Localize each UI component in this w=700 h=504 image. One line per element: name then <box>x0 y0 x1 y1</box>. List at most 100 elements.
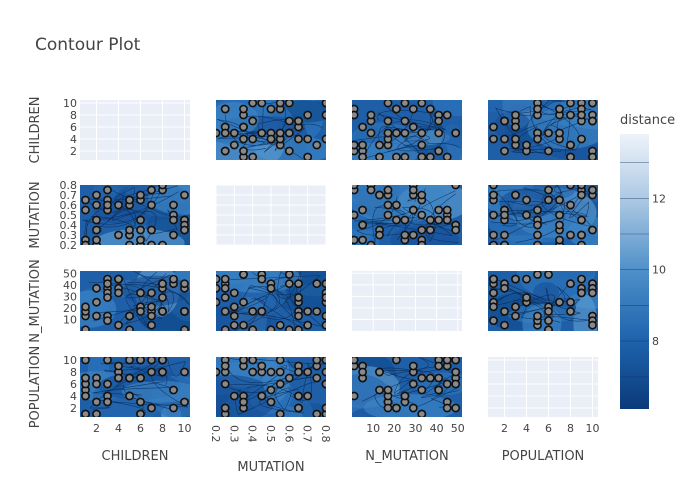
trial-point <box>248 134 258 144</box>
trial-point <box>180 397 189 407</box>
trial-point <box>352 357 359 365</box>
trial-point <box>566 279 575 289</box>
trial-point <box>136 288 145 298</box>
trial-point <box>147 240 156 245</box>
x-tick-label: 0.7 <box>301 425 314 443</box>
trial-point <box>577 110 586 120</box>
trial-point <box>375 190 384 200</box>
trial-point <box>239 104 248 114</box>
trial-point <box>248 367 258 377</box>
trial-point <box>284 128 294 138</box>
y-tick-label: 30 <box>63 290 77 303</box>
trial-point <box>321 311 326 321</box>
trial-point <box>375 230 384 240</box>
trial-point <box>220 293 230 302</box>
x-tick-label: 4 <box>523 422 530 435</box>
contour-fill <box>216 100 326 160</box>
contour-fill <box>216 271 326 331</box>
trial-point <box>294 311 303 321</box>
trial-point <box>533 230 542 240</box>
trial-point <box>566 100 575 108</box>
x-tick-label: 0.4 <box>246 425 259 443</box>
trial-point <box>383 185 393 195</box>
trial-point <box>375 140 384 150</box>
trial-point <box>434 116 444 126</box>
trial-point <box>169 215 178 225</box>
panel-children-vs-children <box>80 100 190 160</box>
trial-point <box>147 225 156 235</box>
trial-point <box>147 302 156 312</box>
trial-point <box>442 403 452 413</box>
trial-point <box>588 100 597 108</box>
trial-point <box>522 140 531 150</box>
trial-point <box>229 140 239 150</box>
trial-point <box>114 288 123 298</box>
trial-point <box>266 325 276 331</box>
trial-point <box>284 116 294 126</box>
trial-point <box>158 279 167 289</box>
contour-line <box>115 358 189 408</box>
trial-point <box>239 146 248 156</box>
contour-line <box>496 185 586 240</box>
trial-point <box>312 306 322 316</box>
trial-point <box>220 104 230 114</box>
trial-point <box>321 357 326 365</box>
trial-point <box>511 311 520 321</box>
trial-point <box>81 357 90 365</box>
trial-point <box>284 100 294 108</box>
trial-point <box>383 200 393 210</box>
colorbar-tick-label: 12 <box>652 192 666 205</box>
trial-point <box>366 128 376 138</box>
trial-point <box>391 215 401 225</box>
trial-point <box>544 128 553 138</box>
panel-children-vs-n-mutation <box>352 100 462 160</box>
trial-point <box>239 397 248 407</box>
trial-point <box>442 357 452 365</box>
trial-point <box>125 195 134 205</box>
x-axis-label-n-mutation: N_MUTATION <box>365 449 449 464</box>
panel-mutation-vs-n-mutation <box>352 185 462 245</box>
trial-point <box>284 373 294 383</box>
trial-point <box>147 311 156 321</box>
panel-mutation-vs-population <box>488 185 598 245</box>
trial-point <box>103 357 112 365</box>
trial-point <box>275 357 285 365</box>
trial-point <box>81 240 90 245</box>
colorbar-tick-label: 8 <box>652 335 659 348</box>
panel-background <box>352 271 462 331</box>
trial-point <box>451 128 461 138</box>
trial-point <box>391 403 401 413</box>
y-tick-label: 6 <box>70 121 77 134</box>
trial-point <box>358 152 367 160</box>
trial-point <box>511 190 520 200</box>
trial-point <box>266 283 276 293</box>
trial-point <box>533 104 542 114</box>
panel-population-vs-n-mutation <box>352 357 462 417</box>
x-tick-label: 10 <box>586 422 600 435</box>
x-tick-label: 0.3 <box>227 425 240 443</box>
trial-point <box>442 379 452 389</box>
trial-point <box>511 122 520 132</box>
trial-point <box>544 146 553 156</box>
trial-point <box>425 225 435 235</box>
trial-point <box>81 195 90 205</box>
trial-point <box>434 146 444 156</box>
trial-point <box>555 297 564 307</box>
trial-point <box>500 240 509 245</box>
y-tick-label: 4 <box>70 390 77 403</box>
trial-point <box>294 367 303 377</box>
trial-point <box>158 367 167 377</box>
trial-point <box>92 397 101 407</box>
trial-point <box>284 279 294 289</box>
trial-point <box>180 306 189 316</box>
panel-background <box>80 100 190 160</box>
trial-point <box>400 128 410 138</box>
trial-point <box>275 100 285 108</box>
trial-point <box>391 104 401 114</box>
y-axis-label-population: POPULATION <box>28 346 43 429</box>
contour-fill <box>488 100 598 160</box>
panel-population-vs-children <box>80 357 190 417</box>
trial-point <box>266 104 276 114</box>
trial-point <box>114 200 123 210</box>
trial-point <box>248 116 258 126</box>
